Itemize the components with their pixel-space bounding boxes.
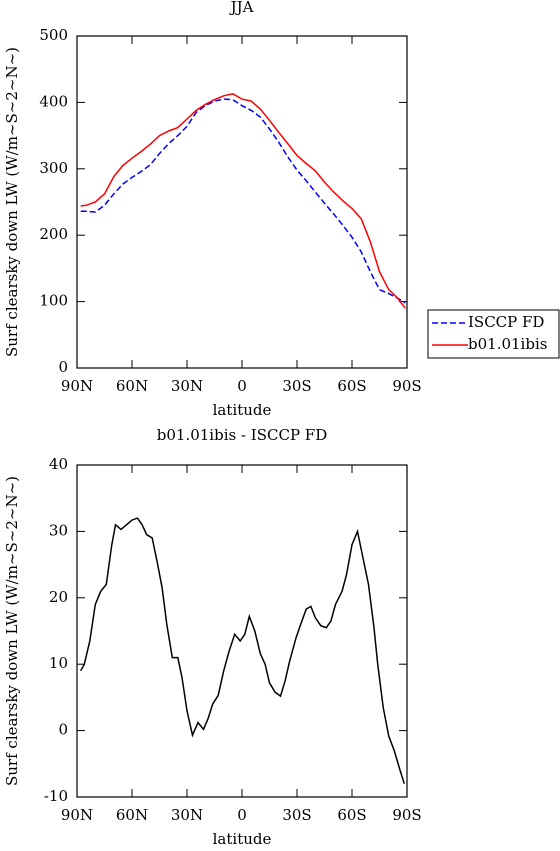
y-axis-label: Surf clearsky down LW (W/m~S~2~N~) [3, 47, 21, 357]
y-tick-label: -10 [44, 787, 68, 805]
x-tick-label: 60N [116, 806, 148, 824]
x-tick-label: 60S [337, 806, 366, 824]
plot-frame [76, 464, 408, 798]
data-line [80, 93, 406, 309]
legend-label: ISCCP FD [468, 313, 544, 331]
x-tick-label: 0 [237, 377, 247, 395]
x-tick-label: 90N [61, 377, 93, 395]
y-tick-label: 10 [49, 654, 68, 672]
x-axis-label: latitude [213, 830, 272, 848]
data-line [80, 98, 406, 304]
y-tick-label: 100 [39, 292, 68, 310]
y-tick-label: 0 [58, 358, 68, 376]
x-tick-label: 60N [116, 377, 148, 395]
chart-title: JJA [229, 0, 254, 16]
data-line [80, 517, 406, 784]
y-tick-label: 300 [39, 159, 68, 177]
y-tick-label: 40 [49, 455, 68, 473]
x-tick-label: 30N [171, 377, 203, 395]
y-tick-label: 20 [49, 588, 68, 606]
legend-label: b01.01ibis [468, 335, 547, 353]
y-tick-label: 30 [49, 521, 68, 539]
y-axis-label: Surf clearsky down LW (W/m~S~2~N~) [3, 476, 21, 786]
x-tick-label: 90S [392, 806, 421, 824]
chart-title: b01.01ibis - ISCCP FD [157, 426, 328, 444]
plot-frame [76, 35, 408, 369]
x-tick-label: 30N [171, 806, 203, 824]
x-tick-label: 0 [237, 806, 247, 824]
x-tick-label: 90N [61, 806, 93, 824]
x-axis-label: latitude [213, 401, 272, 419]
x-tick-label: 30S [282, 806, 311, 824]
y-tick-label: 0 [58, 721, 68, 739]
x-tick-label: 90S [392, 377, 421, 395]
y-tick-label: 400 [39, 92, 68, 110]
x-tick-label: 30S [282, 377, 311, 395]
y-tick-label: 500 [39, 26, 68, 44]
y-tick-label: 200 [39, 225, 68, 243]
x-tick-label: 60S [337, 377, 366, 395]
legend-box [427, 309, 560, 359]
